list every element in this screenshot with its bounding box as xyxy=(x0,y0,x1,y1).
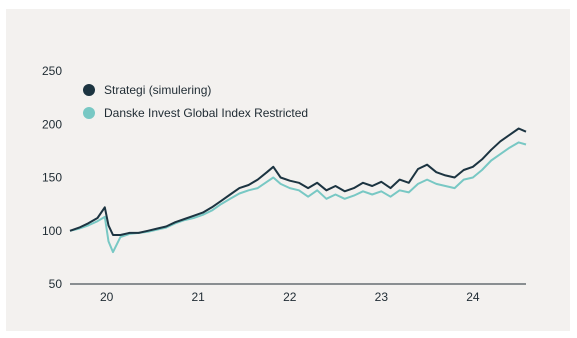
y-tick-label: 150 xyxy=(42,171,62,185)
series-line-index xyxy=(69,141,527,254)
x-axis: 20 21 22 23 24 xyxy=(70,283,526,304)
x-tick-label: 20 xyxy=(100,290,114,304)
legend-marker-strategi xyxy=(83,84,95,96)
y-tick-label: 50 xyxy=(49,277,63,291)
legend-label-strategi: Strategi (simulering) xyxy=(104,83,211,97)
series-line-strategi xyxy=(69,127,527,236)
y-tick-label: 250 xyxy=(42,64,62,78)
series-group xyxy=(69,127,527,254)
legend-label-index: Danske Invest Global Index Restricted xyxy=(104,106,308,120)
y-axis: 50 100 150 200 250 xyxy=(42,64,62,291)
x-tick-label: 24 xyxy=(466,290,480,304)
chart-panel xyxy=(6,9,570,331)
legend-marker-index xyxy=(83,107,95,119)
x-tick-label: 21 xyxy=(192,290,206,304)
legend: Strategi (simulering) Danske Invest Glob… xyxy=(83,83,308,120)
x-tick-label: 22 xyxy=(283,290,297,304)
y-tick-label: 200 xyxy=(42,117,62,131)
x-tick-label: 23 xyxy=(375,290,389,304)
y-tick-label: 100 xyxy=(42,224,62,238)
